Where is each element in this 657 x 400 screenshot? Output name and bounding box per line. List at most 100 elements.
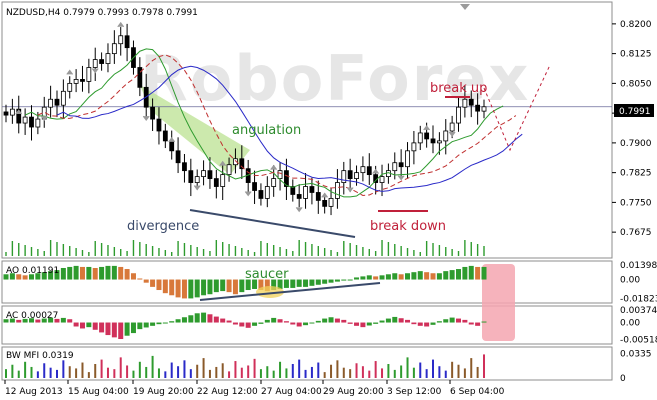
ao-bar xyxy=(468,265,474,280)
candle-body xyxy=(188,170,194,183)
ac-bar xyxy=(232,322,238,325)
ao-bar xyxy=(137,278,143,280)
ac-bar xyxy=(22,318,28,323)
ac-bar xyxy=(436,321,442,323)
fractal-down-icon xyxy=(193,185,201,191)
candle-body xyxy=(328,198,334,207)
candle-body xyxy=(156,118,162,132)
x-tick-label: 27 Aug 04:00 xyxy=(261,387,322,397)
candle-body xyxy=(182,162,187,172)
ac-bar xyxy=(239,322,245,327)
ao-bar xyxy=(341,279,347,281)
candle-body xyxy=(86,67,92,82)
ao-bar xyxy=(347,279,353,281)
divergence-line xyxy=(189,209,356,238)
ac-bar xyxy=(73,322,79,327)
ao-bar xyxy=(54,270,60,280)
mfi-tick-label: 0 xyxy=(620,374,626,384)
ac-bar xyxy=(169,321,175,323)
ac-bar xyxy=(424,322,430,327)
ac-bar xyxy=(118,322,124,340)
candle-body xyxy=(379,176,385,183)
candle-body xyxy=(233,158,238,166)
ao-bar xyxy=(334,279,340,282)
ao-bar xyxy=(290,279,296,288)
ao-bar xyxy=(207,279,213,295)
ao-bar xyxy=(118,266,124,280)
ao-bar xyxy=(379,275,385,280)
fractal-up-icon xyxy=(321,192,329,198)
candle-body xyxy=(398,162,404,168)
candle-body xyxy=(417,132,423,144)
x-tick-label: 15 Aug 04:00 xyxy=(68,387,129,397)
ac-bar xyxy=(137,322,143,330)
ac-bar xyxy=(392,316,398,323)
ao-bar xyxy=(169,279,175,296)
ac-bar xyxy=(111,322,117,338)
candle-body xyxy=(424,132,430,140)
ac-bar xyxy=(456,318,462,323)
ac-bar xyxy=(468,322,474,325)
candle-body xyxy=(277,170,283,179)
ac-bar xyxy=(220,318,226,323)
ac-bar xyxy=(28,318,34,323)
ac-bar xyxy=(226,320,232,323)
ao-tick-label: 0.00 xyxy=(620,276,640,286)
y-tick-label: 0.8125 xyxy=(620,50,652,60)
annotation-break-up: break up xyxy=(430,81,487,96)
ao-bar xyxy=(424,272,430,280)
ac-bar xyxy=(354,322,360,326)
ao-bar xyxy=(124,269,130,280)
candle-body xyxy=(80,79,85,82)
ac-histogram: 0.00374 0.00 -0.00518 xyxy=(3,306,657,346)
ac-bar xyxy=(322,318,328,323)
ac-bar xyxy=(411,322,417,325)
ao-bar xyxy=(309,279,315,286)
annotation-divergence: divergence xyxy=(127,219,199,234)
ao-bar xyxy=(213,279,219,293)
candle-body xyxy=(430,138,436,144)
ao-bar xyxy=(360,276,366,280)
candle-body xyxy=(137,67,143,88)
ao-pane-title: AO 0.01191 xyxy=(6,266,59,276)
angulation-highlight xyxy=(140,85,250,175)
ac-bar xyxy=(258,322,264,324)
ac-bar xyxy=(417,322,423,326)
ao-bar xyxy=(86,266,92,280)
ao-bar xyxy=(28,274,34,280)
ao-bar xyxy=(130,273,136,280)
candle-body xyxy=(92,59,98,68)
ao-bar xyxy=(398,274,404,280)
fractal-up-icon xyxy=(117,21,125,28)
candle-body xyxy=(9,108,15,116)
y-tick-label: 0.7900 xyxy=(620,139,652,149)
candle-body xyxy=(16,108,22,124)
ao-bar xyxy=(239,279,245,293)
ac-bar xyxy=(16,319,22,323)
fractal-up-icon xyxy=(423,125,431,131)
x-tick-label: 29 Aug 20:00 xyxy=(323,387,384,397)
candle-body xyxy=(456,106,461,124)
ao-bar xyxy=(245,279,251,291)
ac-bar xyxy=(245,322,251,328)
ac-pane-frame xyxy=(1,305,613,345)
ao-bar xyxy=(194,279,200,298)
ao-bar xyxy=(315,279,321,285)
ac-bar xyxy=(373,322,379,324)
ao-bar xyxy=(436,273,442,280)
ao-bar xyxy=(354,277,360,280)
ac-bar xyxy=(35,319,41,323)
ao-bar xyxy=(201,279,207,296)
ao-bar xyxy=(35,273,41,280)
fractal-up-icon xyxy=(15,109,23,115)
ao-bar xyxy=(303,279,309,287)
ac-bar xyxy=(194,313,200,323)
chevron-down-icon[interactable] xyxy=(460,4,470,10)
ac-bar xyxy=(48,317,54,323)
ao-bar xyxy=(188,279,194,299)
ao-histogram: 0.01398 0.00 -0.01823 xyxy=(3,261,657,305)
x-tick-label: 12 Aug 2013 xyxy=(5,387,63,397)
ac-bar xyxy=(271,317,277,323)
candle-body xyxy=(201,170,206,178)
